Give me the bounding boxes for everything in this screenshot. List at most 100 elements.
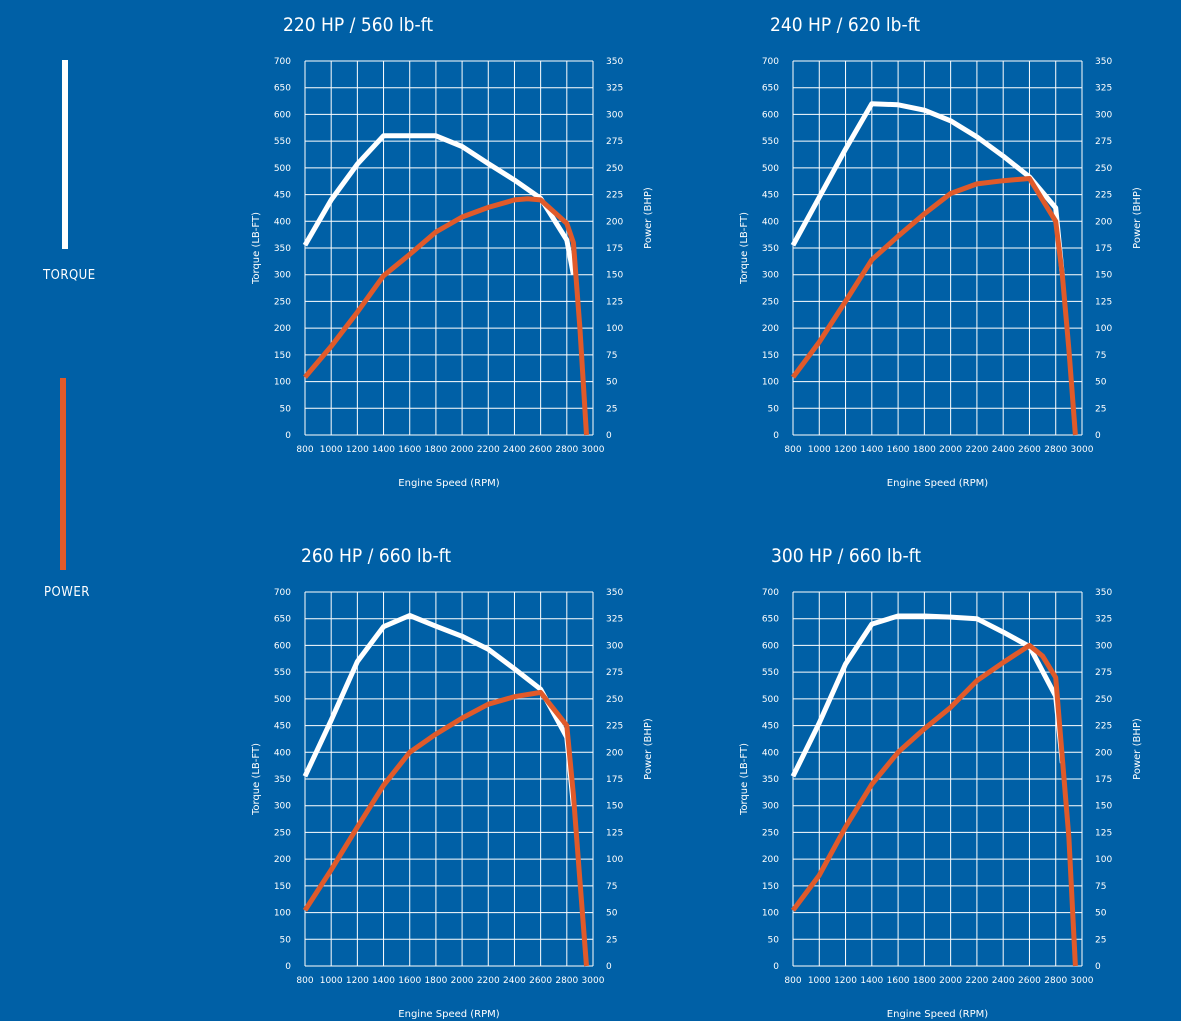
chart1-y-tick: 350 (274, 244, 291, 254)
chart2-x-tick: 2600 (1018, 445, 1041, 455)
chart1-y2-tick: 0 (606, 431, 612, 441)
torque-legend-label: TORQUE (43, 268, 96, 283)
chart4-y-tick: 400 (762, 748, 779, 758)
chart4-x-tick: 2600 (1018, 976, 1041, 986)
chart3-x-tick: 1400 (372, 976, 395, 986)
chart4-y-tick: 200 (762, 855, 779, 865)
chart1-y-tick: 200 (274, 324, 291, 334)
chart3-y-tick: 600 (274, 641, 291, 651)
chart4-x-tick: 1600 (887, 976, 910, 986)
chart2-y-tick: 400 (762, 217, 779, 227)
chart1-y-tick: 550 (274, 137, 291, 147)
chart4-y2-tick: 0 (1095, 962, 1101, 972)
chart2-y2-tick: 225 (1095, 191, 1112, 201)
chart3-y2-tick: 175 (606, 775, 623, 785)
chart1-x-tick: 1600 (398, 445, 421, 455)
chart2-y2-tick: 200 (1095, 217, 1112, 227)
chart3-y2-tick: 325 (606, 615, 623, 625)
chart3-y2-tick: 300 (606, 641, 623, 651)
chart1-y2-tick: 225 (606, 191, 623, 201)
chart2-y-tick: 300 (762, 271, 779, 281)
chart1-y2-tick: 350 (606, 57, 623, 67)
chart4-y2-axis-label: Power (BHP) (1132, 718, 1143, 780)
chart1-y-axis-label: Torque (LB-FT) (251, 212, 262, 285)
chart1-y-tick: 100 (274, 378, 291, 388)
chart1-y2-tick: 25 (606, 404, 617, 414)
chart1-y-tick: 700 (274, 57, 291, 67)
chart1-y2-tick: 200 (606, 217, 623, 227)
chart4-y-tick: 450 (762, 722, 779, 732)
chart2-x-tick: 2000 (939, 445, 962, 455)
chart1-x-tick: 1200 (346, 445, 369, 455)
power-legend-label: POWER (44, 585, 90, 600)
chart4-y-tick: 100 (762, 909, 779, 919)
chart3-y-tick: 500 (274, 695, 291, 705)
chart1-y2-tick: 150 (606, 271, 623, 281)
chart4-y-tick: 500 (762, 695, 779, 705)
chart1-y2-tick: 175 (606, 244, 623, 254)
chart3-y2-tick: 75 (606, 882, 617, 892)
chart1-y2-tick: 300 (606, 110, 623, 120)
chart-title-3: 260 HP / 660 lb-ft (301, 545, 452, 567)
chart2-y-tick: 200 (762, 324, 779, 334)
chart4-y2-tick: 100 (1095, 855, 1112, 865)
chart1-x-tick: 3000 (582, 445, 605, 455)
chart3-y-tick: 100 (274, 909, 291, 919)
chart4-x-tick: 2800 (1044, 976, 1067, 986)
chart4-x-tick: 1200 (834, 976, 857, 986)
chart-title-2: 240 HP / 620 lb-ft (770, 14, 921, 36)
chart2-y-tick: 350 (762, 244, 779, 254)
chart2-y-tick: 650 (762, 84, 779, 94)
chart3-y2-tick: 125 (606, 828, 623, 838)
chart3-y-tick: 650 (274, 615, 291, 625)
chart1-y2-tick: 125 (606, 297, 623, 307)
chart3-y-tick: 400 (274, 748, 291, 758)
chart2-y-tick: 700 (762, 57, 779, 67)
chart1-x-tick: 2800 (555, 445, 578, 455)
chart3-y2-tick: 0 (606, 962, 612, 972)
chart3-y2-tick: 25 (606, 935, 617, 945)
chart1-x-tick: 1000 (320, 445, 343, 455)
chart2-x-tick: 1200 (834, 445, 857, 455)
chart3-x-tick: 2400 (503, 976, 526, 986)
chart1-y2-tick: 275 (606, 137, 623, 147)
chart2-x-tick: 1000 (808, 445, 831, 455)
chart3-x-tick: 2600 (529, 976, 552, 986)
chart4-x-tick: 2200 (965, 976, 988, 986)
chart3-y2-tick: 350 (606, 588, 623, 598)
chart2-y-tick: 450 (762, 191, 779, 201)
chart2-x-tick: 3000 (1071, 445, 1094, 455)
chart4-x-tick: 1800 (913, 976, 936, 986)
chart4-x-tick: 3000 (1071, 976, 1094, 986)
chart2-y-axis-label: Torque (LB-FT) (739, 212, 750, 285)
chart1-x-tick: 2000 (451, 445, 474, 455)
chart3-y-tick: 0 (285, 962, 291, 972)
chart4-y2-tick: 325 (1095, 615, 1112, 625)
chart2-y2-tick: 25 (1095, 404, 1106, 414)
chart3-y2-tick: 50 (606, 909, 618, 919)
chart2-y2-tick: 250 (1095, 164, 1112, 174)
chart1-y2-tick: 75 (606, 351, 617, 361)
chart3-y-tick: 450 (274, 722, 291, 732)
torque-legend-swatch (62, 60, 68, 249)
chart3-y-tick: 150 (274, 882, 291, 892)
chart3-x-axis-label: Engine Speed (RPM) (398, 1009, 499, 1020)
chart4-torque-line (790, 613, 1065, 778)
chart3-y2-tick: 225 (606, 722, 623, 732)
chart3-y-tick: 550 (274, 668, 291, 678)
chart2-y2-axis-label: Power (BHP) (1132, 187, 1143, 249)
chart4-y-tick: 250 (762, 828, 779, 838)
chart3-x-tick: 1200 (346, 976, 369, 986)
chart4-y-tick: 300 (762, 802, 779, 812)
chart4-x-tick: 1000 (808, 976, 831, 986)
chart3-y-tick: 350 (274, 775, 291, 785)
chart2-y-tick: 150 (762, 351, 779, 361)
chart2-x-axis-label: Engine Speed (RPM) (887, 478, 988, 489)
chart1-torque-line (302, 133, 576, 276)
chart4-y-tick: 0 (773, 962, 779, 972)
chart4-y2-tick: 275 (1095, 668, 1112, 678)
chart3-x-tick: 1000 (320, 976, 343, 986)
chart3-x-tick: 1800 (424, 976, 447, 986)
chart1-y-tick: 400 (274, 217, 291, 227)
